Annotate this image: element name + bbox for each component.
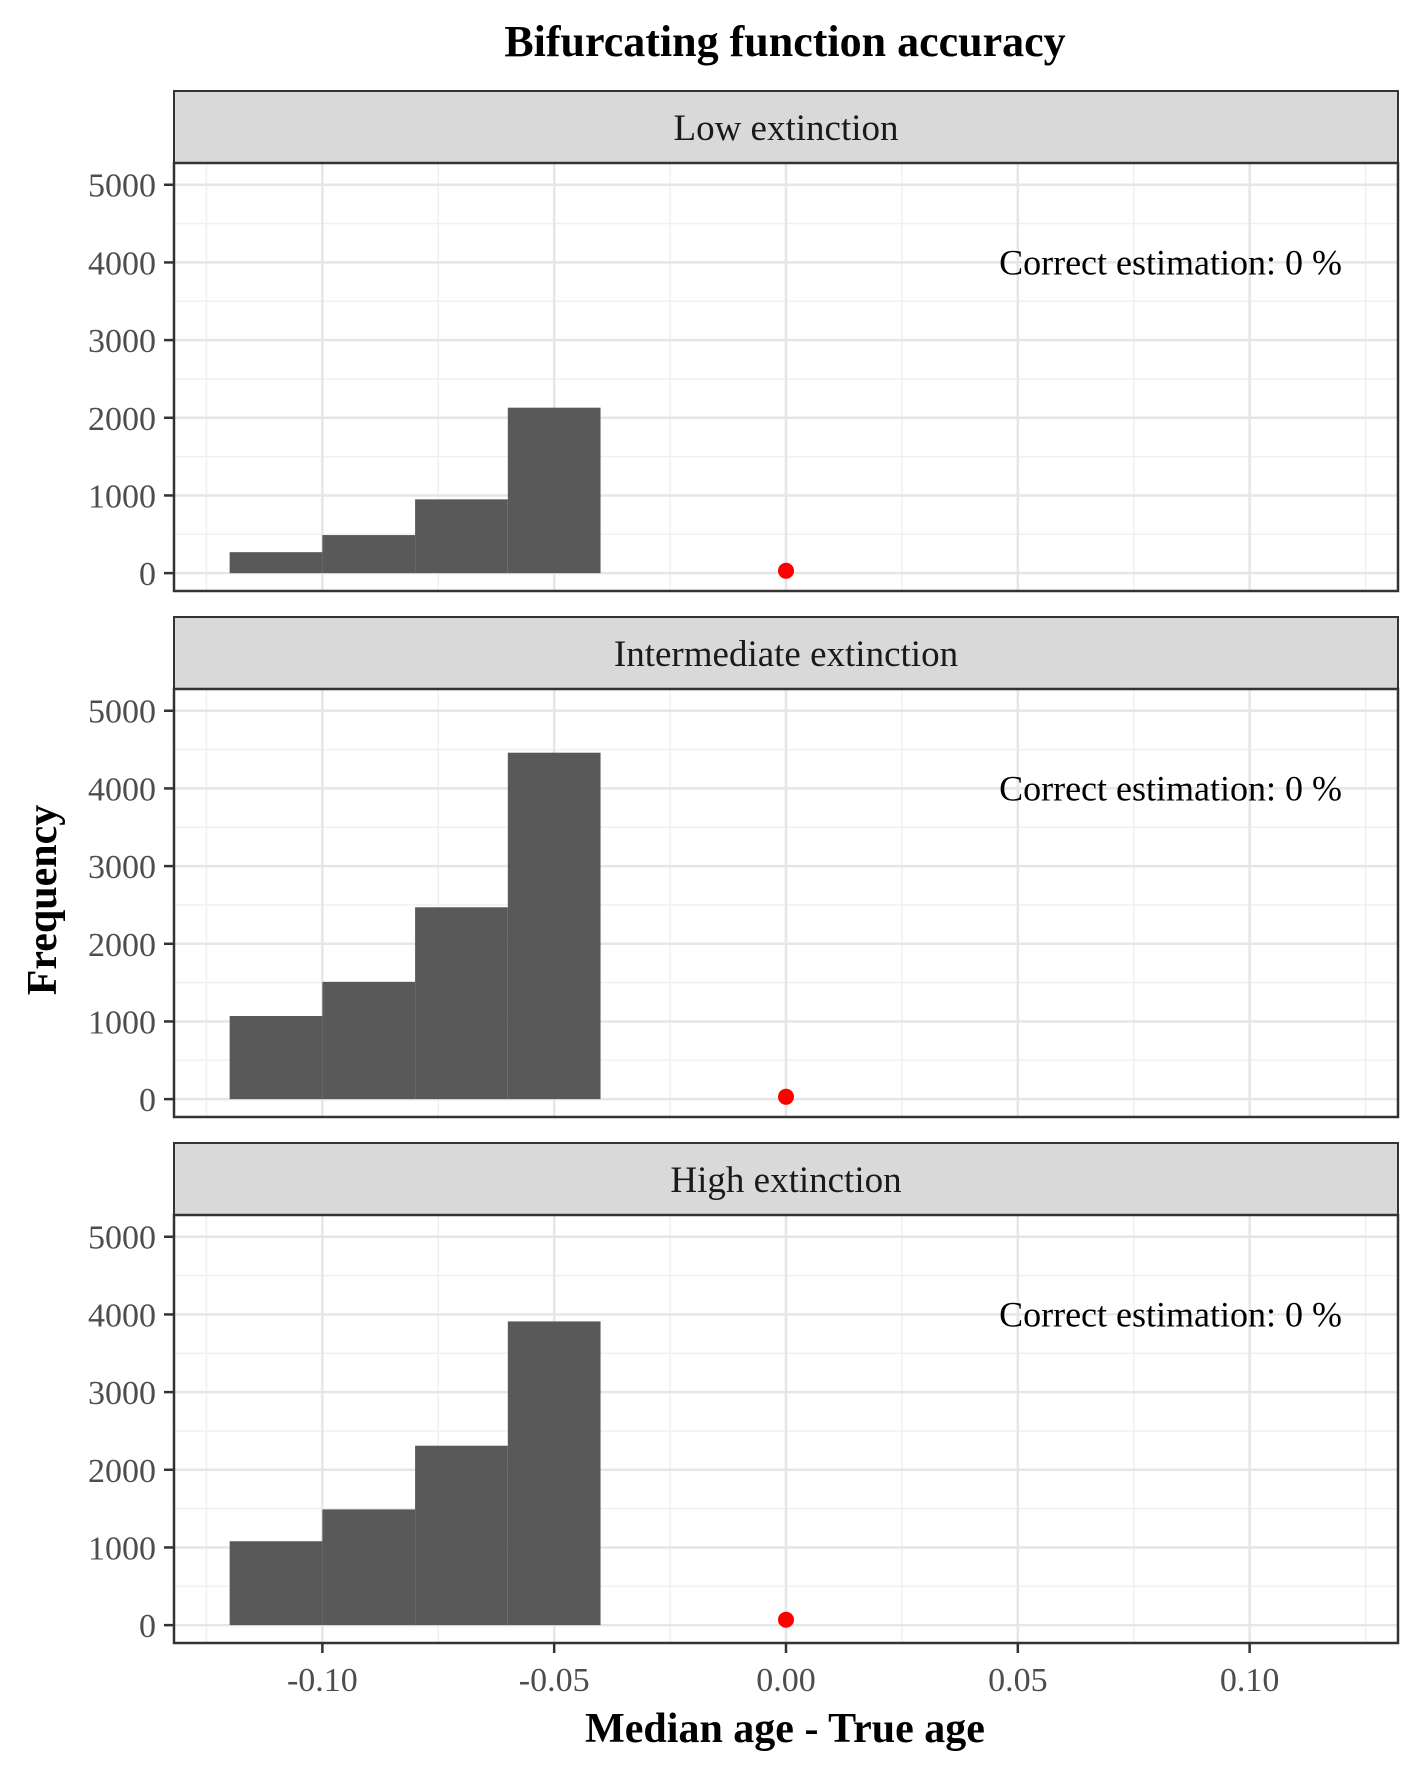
y-tick-label: 0 [139, 1082, 156, 1119]
correct-estimation-label: Correct estimation: 0 % [999, 1294, 1342, 1334]
y-tick-label: 3000 [88, 849, 156, 886]
facet-panel: Intermediate extinction Correct estimatio… [88, 616, 1400, 1119]
x-tick-label: -0.05 [519, 1662, 590, 1699]
facet-strip [173, 90, 1399, 164]
y-tick-label: 4000 [88, 771, 156, 808]
x-tick-label: 0.10 [1220, 1662, 1280, 1699]
facet-strip [173, 1142, 1399, 1216]
histogram-bar [415, 1445, 508, 1626]
histogram-bar [507, 407, 601, 574]
facet-strip-label: Intermediate extinction [614, 634, 958, 675]
y-tick-label: 3000 [88, 323, 156, 360]
histogram-bar [415, 499, 508, 574]
histogram-bar [229, 552, 323, 574]
correct-estimation-label: Correct estimation: 0 % [999, 242, 1342, 282]
x-axis-label: Median age - True age [585, 1706, 985, 1752]
facet-panel: Low extinction Correct estimation: 0 % 0 10… [88, 90, 1400, 593]
panel-border [172, 687, 1400, 1119]
x-tick-label: -0.10 [287, 1662, 358, 1699]
y-tick-label: 1000 [88, 478, 156, 515]
y-tick-label: 1000 [88, 1004, 156, 1041]
y-tick-label: 2000 [88, 401, 156, 438]
y-axis-label: Frequency [20, 805, 66, 996]
y-tick-label: 5000 [88, 694, 156, 731]
facet-strip-label: High extinction [670, 1160, 901, 1201]
histogram-bar [322, 535, 416, 574]
histogram-bar [507, 752, 601, 1100]
y-tick-label: 4000 [88, 1297, 156, 1334]
y-tick-label: 0 [139, 1608, 156, 1645]
reference-point [778, 1088, 794, 1105]
histogram-bar [415, 907, 508, 1100]
histogram-bar [229, 1541, 323, 1626]
y-tick-label: 5000 [88, 1220, 156, 1257]
histogram-bar [322, 1509, 416, 1626]
facet-strip-label: Low extinction [673, 108, 898, 149]
x-axis: -0.10 -0.05 0.00 0.05 0.10 [287, 1643, 1279, 1699]
reference-point [778, 562, 794, 579]
panel-border [172, 161, 1400, 593]
y-tick-label: 4000 [88, 245, 156, 282]
x-tick-label: 0.05 [988, 1662, 1048, 1699]
chart-title: Bifurcating function accuracy [504, 17, 1065, 66]
y-tick-label: 3000 [88, 1375, 156, 1412]
y-tick-label: 0 [139, 556, 156, 593]
histogram-bar [507, 1321, 601, 1626]
y-tick-label: 1000 [88, 1530, 156, 1567]
facet-panel: High extinction Correct estimation: 0 % 0 1… [88, 1142, 1400, 1645]
y-tick-label: 2000 [88, 1453, 156, 1490]
histogram-bar [229, 1016, 323, 1100]
y-tick-label: 2000 [88, 927, 156, 964]
y-tick-label: 5000 [88, 168, 156, 205]
x-tick-label: 0.00 [756, 1662, 816, 1699]
reference-point [778, 1611, 794, 1628]
histogram-bar [322, 981, 416, 1100]
correct-estimation-label: Correct estimation: 0 % [999, 768, 1342, 808]
facet-panels: Low extinction Correct estimation: 0 % 0 10… [88, 90, 1400, 1645]
